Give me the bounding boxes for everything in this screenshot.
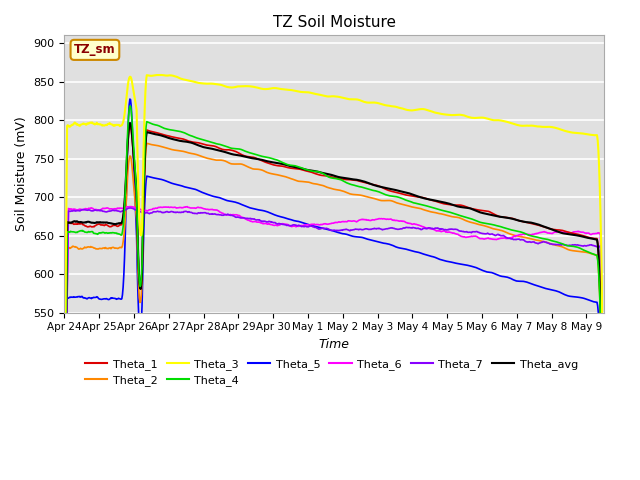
Title: TZ Soil Moisture: TZ Soil Moisture — [273, 15, 396, 30]
Line: Theta_5: Theta_5 — [65, 99, 604, 480]
Theta_6 — [127, 204, 134, 209]
Theta_7 — [61, 470, 68, 476]
Theta_5 — [93, 294, 101, 300]
Legend: Theta_1, Theta_2, Theta_3, Theta_4, Theta_5, Theta_6, Theta_7, Theta_avg: Theta_1, Theta_2, Theta_3, Theta_4, Thet… — [81, 354, 582, 391]
Theta_1 — [388, 189, 396, 194]
Theta_7 — [374, 226, 382, 231]
Theta_6 — [388, 217, 396, 223]
Theta_1 — [525, 220, 533, 226]
Line: Theta_7: Theta_7 — [65, 208, 604, 473]
Theta_3 — [405, 108, 413, 113]
Theta_avg — [126, 120, 134, 126]
Theta_6 — [525, 232, 533, 238]
Theta_3 — [374, 100, 382, 106]
Theta_5 — [470, 264, 478, 270]
Theta_6 — [93, 207, 101, 213]
Theta_7 — [525, 239, 533, 245]
Text: TZ_sm: TZ_sm — [74, 43, 116, 56]
Theta_1 — [470, 206, 478, 212]
Theta_2 — [388, 198, 396, 204]
Theta_avg — [61, 476, 68, 480]
Theta_1 — [61, 478, 68, 480]
Theta_6 — [600, 441, 607, 446]
Line: Theta_4: Theta_4 — [65, 106, 604, 480]
Theta_2 — [470, 220, 478, 226]
Theta_avg — [374, 183, 382, 189]
Theta_avg — [470, 207, 478, 213]
Theta_3 — [388, 104, 396, 109]
Theta_avg — [405, 191, 413, 196]
Theta_avg — [388, 186, 396, 192]
Theta_3 — [156, 72, 164, 78]
Theta_5 — [405, 247, 413, 253]
Theta_1 — [126, 124, 134, 130]
Theta_1 — [93, 222, 101, 228]
Theta_2 — [374, 197, 382, 203]
Theta_2 — [93, 246, 101, 252]
Theta_6 — [470, 233, 478, 239]
Theta_5 — [126, 96, 134, 102]
Line: Theta_2: Theta_2 — [65, 144, 604, 480]
Theta_7 — [388, 225, 396, 231]
Theta_3 — [93, 121, 101, 127]
Line: Theta_1: Theta_1 — [65, 127, 604, 480]
Theta_3 — [61, 428, 68, 433]
Theta_6 — [374, 216, 382, 222]
X-axis label: Time: Time — [319, 338, 349, 351]
Theta_4 — [374, 189, 382, 194]
Theta_2 — [525, 236, 533, 241]
Theta_6 — [61, 470, 68, 476]
Theta_6 — [405, 220, 413, 226]
Theta_2 — [143, 141, 150, 146]
Line: Theta_3: Theta_3 — [65, 75, 604, 480]
Theta_avg — [93, 220, 101, 226]
Theta_5 — [525, 280, 533, 286]
Theta_1 — [374, 183, 382, 189]
Theta_7 — [470, 229, 478, 235]
Theta_1 — [405, 192, 413, 198]
Theta_4 — [93, 231, 101, 237]
Theta_4 — [405, 198, 413, 204]
Theta_3 — [525, 123, 533, 129]
Line: Theta_avg: Theta_avg — [65, 123, 604, 480]
Theta_4 — [126, 103, 134, 109]
Theta_7 — [600, 447, 607, 453]
Theta_3 — [470, 115, 478, 121]
Theta_7 — [93, 208, 101, 214]
Theta_5 — [374, 239, 382, 245]
Theta_5 — [388, 242, 396, 248]
Y-axis label: Soil Moisture (mV): Soil Moisture (mV) — [15, 117, 28, 231]
Theta_4 — [470, 217, 478, 223]
Theta_avg — [525, 219, 533, 225]
Theta_4 — [525, 233, 533, 239]
Line: Theta_6: Theta_6 — [65, 206, 604, 473]
Theta_2 — [405, 203, 413, 209]
Theta_7 — [405, 225, 413, 230]
Theta_7 — [127, 205, 134, 211]
Theta_4 — [388, 193, 396, 199]
